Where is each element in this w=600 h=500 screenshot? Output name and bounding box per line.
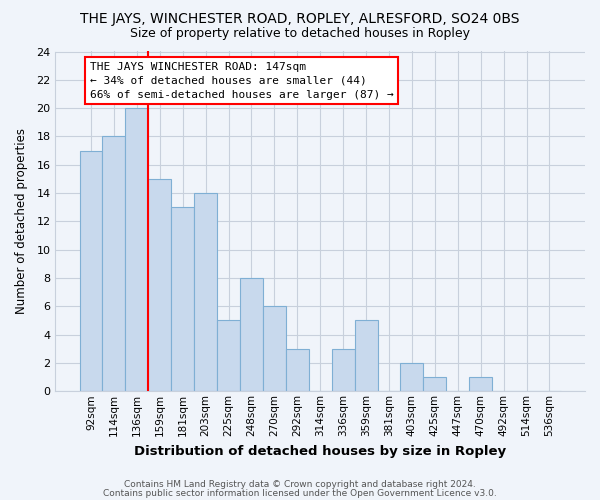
Bar: [263, 306, 286, 392]
Y-axis label: Number of detached properties: Number of detached properties: [15, 128, 28, 314]
Bar: [217, 320, 240, 392]
Bar: [194, 193, 217, 392]
X-axis label: Distribution of detached houses by size in Ropley: Distribution of detached houses by size …: [134, 444, 506, 458]
Bar: [332, 349, 355, 392]
Text: Size of property relative to detached houses in Ropley: Size of property relative to detached ho…: [130, 28, 470, 40]
Bar: [103, 136, 125, 392]
Bar: [171, 207, 194, 392]
Text: Contains HM Land Registry data © Crown copyright and database right 2024.: Contains HM Land Registry data © Crown c…: [124, 480, 476, 489]
Bar: [286, 349, 309, 392]
Bar: [80, 150, 103, 392]
Bar: [355, 320, 377, 392]
Text: Contains public sector information licensed under the Open Government Licence v3: Contains public sector information licen…: [103, 488, 497, 498]
Bar: [125, 108, 148, 392]
Bar: [424, 377, 446, 392]
Bar: [400, 363, 424, 392]
Text: THE JAYS WINCHESTER ROAD: 147sqm
← 34% of detached houses are smaller (44)
66% o: THE JAYS WINCHESTER ROAD: 147sqm ← 34% o…: [90, 62, 394, 100]
Text: THE JAYS, WINCHESTER ROAD, ROPLEY, ALRESFORD, SO24 0BS: THE JAYS, WINCHESTER ROAD, ROPLEY, ALRES…: [80, 12, 520, 26]
Bar: [469, 377, 492, 392]
Bar: [240, 278, 263, 392]
Bar: [148, 179, 171, 392]
